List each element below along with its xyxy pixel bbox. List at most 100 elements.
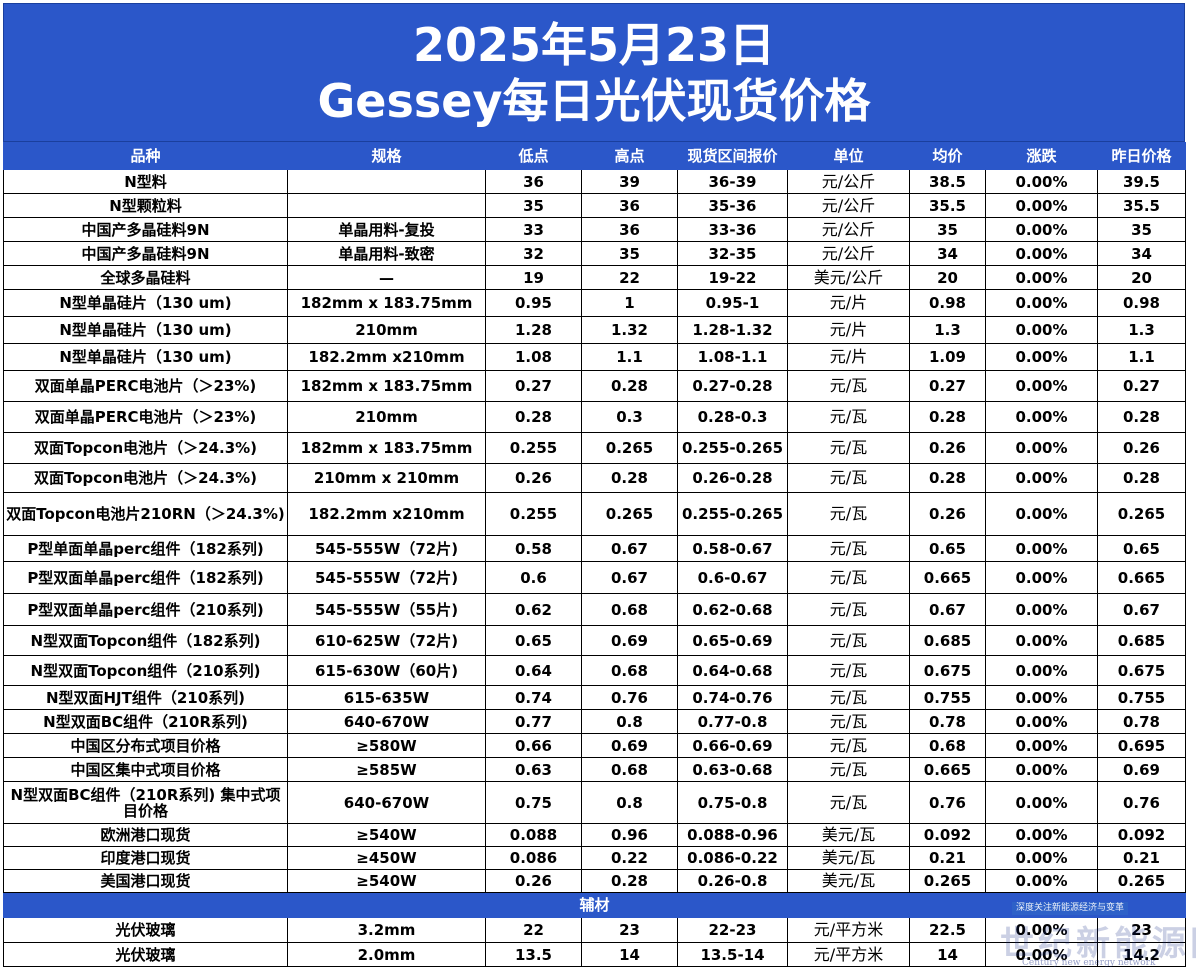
cell-range: 0.75-0.8 — [677, 781, 788, 824]
table-row: 光伏玻璃 2.0mm 13.5 14 13.5-14 元/平方米 14 0.00% 14.2 — [3, 942, 1186, 967]
cell-range: 19-22 — [677, 265, 788, 290]
cell-low: 0.64 — [485, 655, 582, 686]
cell-low: 22 — [485, 917, 582, 943]
table-row: P型双面单晶perc组件（182系列) 545-555W（72片) 0.6 0.67 0… — [3, 561, 1186, 594]
cell-change: 0.00% — [985, 289, 1098, 317]
cell-avg: 20 — [909, 265, 986, 290]
cell-range: 0.77-0.8 — [677, 709, 788, 734]
cell-high: 0.96 — [581, 823, 678, 847]
cell-low: 0.66 — [485, 733, 582, 758]
cell-change: 0.00% — [985, 217, 1098, 242]
cell-prev: 35 — [1097, 217, 1186, 242]
cell-low: 0.74 — [485, 685, 582, 710]
cell-avg: 0.265 — [909, 869, 986, 893]
cell-unit: 元/瓦 — [787, 781, 910, 824]
table-row: N型双面Topcon组件（182系列) 610-625W（72片) 0.65 0.69… — [3, 625, 1186, 656]
cell-spec: 545-555W（72片) — [287, 561, 486, 594]
title-date: 2025年5月23日 — [412, 17, 776, 72]
cell-range: 0.58-0.67 — [677, 535, 788, 562]
cell-avg: 0.675 — [909, 655, 986, 686]
cell-range: 0.65-0.69 — [677, 625, 788, 656]
table-row: 全球多晶硅料 —19 22 19-22 美元/公斤 20 0.00% 20 — [3, 265, 1186, 290]
cell-unit: 元/公斤 — [787, 217, 910, 242]
cell-low: 0.95 — [485, 289, 582, 317]
cell-avg: 35 — [909, 217, 986, 242]
cell-prev: 0.26 — [1097, 432, 1186, 464]
cell-high: 0.67 — [581, 561, 678, 594]
cell-unit: 元/公斤 — [787, 241, 910, 266]
cell-name: 美国港口现货 — [3, 869, 288, 893]
table-row: 中国区分布式项目价格 ≥580W 0.66 0.69 0.66-0.69 元/瓦 0.68 0… — [3, 733, 1186, 758]
table-row: N型颗粒料 35 36 35-36 元/公斤 35.5 0.00% 35.5 — [3, 193, 1186, 218]
cell-unit: 元/瓦 — [787, 432, 910, 464]
cell-low: 0.6 — [485, 561, 582, 594]
table-row: N型料 36 39 36-39 元/公斤 38.5 0.00% 39.5 — [3, 169, 1186, 194]
cell-unit: 元/公斤 — [787, 169, 910, 194]
cell-range: 0.088-0.96 — [677, 823, 788, 847]
cell-spec: ≥540W — [287, 823, 486, 847]
cell-unit: 元/瓦 — [787, 733, 910, 758]
cell-unit: 元/瓦 — [787, 685, 910, 710]
cell-avg: 0.76 — [909, 781, 986, 824]
price-sheet: 2025年5月23日 Gessey每日光伏现货价格 品种 规格 低点 高点 现货… — [3, 3, 1186, 967]
cell-prev: 0.69 — [1097, 757, 1186, 782]
cell-name: 全球多晶硅料 — [3, 265, 288, 290]
cell-spec: 615-630W（60片) — [287, 655, 486, 686]
cell-range: 0.26-0.8 — [677, 869, 788, 893]
table-row: N型单晶硅片（130 um) 210mm 1.28 1.32 1.28-1.32 元/片 1… — [3, 316, 1186, 344]
cell-low: 0.086 — [485, 846, 582, 870]
col-header-name: 品种 — [3, 142, 288, 170]
cell-spec: 615-635W — [287, 685, 486, 710]
cell-high: 0.28 — [581, 463, 678, 493]
cell-spec: 210mm — [287, 401, 486, 433]
table-row: N型双面BC组件（210R系列) 集中式项目价格 640-670W 0.75 0.8 0… — [3, 781, 1186, 824]
cell-avg: 1.3 — [909, 316, 986, 344]
price-table: 品种 规格 低点 高点 现货区间报价 单位 均价 涨跌 昨日价格 N型料 36 39… — [3, 142, 1186, 967]
cell-change: 0.00% — [985, 917, 1098, 943]
table-row: 光伏玻璃 3.2mm 22 23 22-23 元/平方米 22.5 0.00% 23 — [3, 917, 1186, 943]
cell-name: 光伏玻璃 — [3, 917, 288, 943]
cell-high: 14 — [581, 942, 678, 967]
cell-avg: 0.98 — [909, 289, 986, 317]
cell-unit: 元/瓦 — [787, 625, 910, 656]
cell-low: 0.28 — [485, 401, 582, 433]
cell-prev: 34 — [1097, 241, 1186, 266]
cell-name: 光伏玻璃 — [3, 942, 288, 967]
cell-name: 中国区集中式项目价格 — [3, 757, 288, 782]
cell-high: 22 — [581, 265, 678, 290]
cell-name: 中国区分布式项目价格 — [3, 733, 288, 758]
cell-spec: 单晶用料-复投 — [287, 217, 486, 242]
cell-unit: 元/瓦 — [787, 561, 910, 594]
cell-change: 0.00% — [985, 733, 1098, 758]
table-row: 双面Topcon电池片（＞24.3%) 182mm x 183.75mm 0.255… — [3, 432, 1186, 464]
cell-high: 0.28 — [581, 869, 678, 893]
cell-avg: 14 — [909, 942, 986, 967]
cell-change: 0.00% — [985, 846, 1098, 870]
cell-range: 36-39 — [677, 169, 788, 194]
cell-spec: 182mm x 183.75mm — [287, 370, 486, 402]
table-row: 中国产多晶硅料9N 单晶用料-复投 33 36 33-36 元/公斤 35 0.00% 35 — [3, 217, 1186, 242]
cell-spec: ≥585W — [287, 757, 486, 782]
cell-prev: 0.28 — [1097, 401, 1186, 433]
cell-spec: 2.0mm — [287, 942, 486, 967]
table-row: 印度港口现货 ≥450W 0.086 0.22 0.086-0.22 美元/瓦 0.21 0.… — [3, 846, 1186, 870]
cell-high: 0.22 — [581, 846, 678, 870]
table-row: 双面Topcon电池片（＞24.3%) 210mm x 210mm 0.26 0.28… — [3, 463, 1186, 493]
cell-prev: 0.665 — [1097, 561, 1186, 594]
cell-low: 0.62 — [485, 593, 582, 626]
cell-change: 0.00% — [985, 685, 1098, 710]
cell-unit: 元/瓦 — [787, 535, 910, 562]
table-row: 双面单晶PERC电池片（＞23%) 182mm x 183.75mm 0.27 0.2… — [3, 370, 1186, 402]
cell-high: 0.8 — [581, 709, 678, 734]
cell-unit: 元/瓦 — [787, 463, 910, 493]
cell-avg: 0.28 — [909, 401, 986, 433]
cell-prev: 0.21 — [1097, 846, 1186, 870]
cell-avg: 0.21 — [909, 846, 986, 870]
col-header-low: 低点 — [485, 142, 582, 170]
cell-change: 0.00% — [985, 370, 1098, 402]
cell-spec: 182.2mm x210mm — [287, 492, 486, 536]
cell-avg: 1.09 — [909, 343, 986, 371]
table-row: N型双面Topcon组件（210系列) 615-630W（60片) 0.64 0.68… — [3, 655, 1186, 686]
cell-change: 0.00% — [985, 463, 1098, 493]
cell-avg: 0.685 — [909, 625, 986, 656]
